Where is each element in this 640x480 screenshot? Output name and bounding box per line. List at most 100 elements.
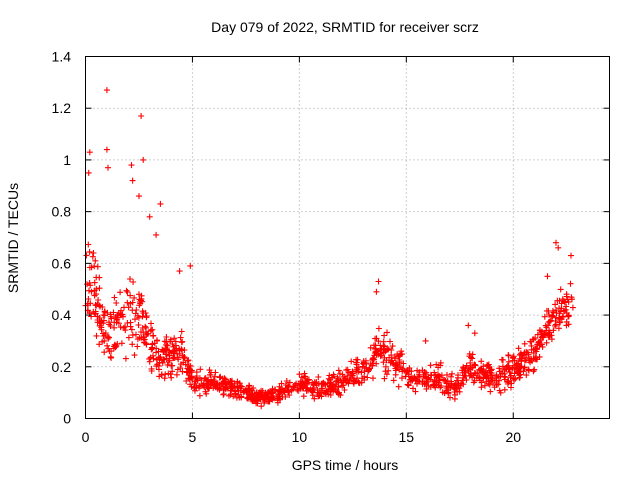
data-point [171,335,178,342]
data-point [528,342,535,349]
data-point [205,385,212,392]
data-point [123,287,130,294]
x-tick-label: 15 [399,429,415,445]
data-point [261,399,268,406]
data-point [515,368,521,375]
data-point [505,352,512,359]
data-point [225,378,232,385]
data-point [278,380,285,387]
data-point [156,359,163,366]
data-point [380,338,387,345]
data-point [113,300,120,306]
data-point [108,348,115,355]
data-point [463,362,470,369]
data-point [327,376,333,383]
data-point [167,338,174,345]
data-point [546,329,553,336]
data-point [94,263,101,270]
data-point [521,364,528,371]
data-point [212,384,219,391]
data-point [517,351,524,358]
data-point [565,313,572,320]
data-point [504,362,511,369]
data-point [335,367,342,374]
data-point [364,374,371,381]
data-point [169,362,176,369]
data-point [381,343,388,350]
data-point [353,359,360,366]
data-point [439,389,446,396]
data-point [244,394,251,401]
x-tick-label: 0 [82,429,90,445]
data-point [134,343,141,350]
data-point [222,385,229,392]
data-point [86,248,93,255]
data-point [163,341,170,348]
data-point [124,299,131,306]
data-point [181,355,188,362]
data-point [515,345,522,352]
data-point [216,386,223,393]
data-point [420,372,427,378]
y-axis-title: SRMTID / TECUs [5,183,21,293]
data-point [497,373,504,380]
data-point [561,299,568,306]
data-point [282,382,289,388]
data-point [132,316,138,323]
data-point [304,377,311,384]
data-point [543,339,550,346]
data-point [178,328,185,335]
y-tick-label: 0.4 [52,307,72,323]
plot-frame [85,56,610,419]
data-point [327,392,334,398]
data-point [397,351,404,358]
data-point [444,371,450,378]
data-point [275,387,282,394]
data-point [410,385,416,392]
data-point [506,369,513,376]
data-point [553,314,560,321]
data-point [133,331,139,338]
data-point [560,307,567,314]
data-point [459,367,466,374]
y-tick-label: 1.2 [52,100,72,116]
data-point [121,304,127,311]
data-point [311,395,318,402]
data-point [389,343,396,350]
data-point [132,310,139,317]
data-point [173,371,180,378]
y-tick-label: 0.6 [52,255,72,271]
data-point [313,379,320,386]
data-point [396,352,403,359]
data-point [372,346,379,353]
data-point [537,341,544,348]
data-point [309,388,316,395]
grid-lines [85,56,610,419]
data-point [318,381,325,388]
data-point [149,326,156,333]
data-point [377,350,384,357]
data-point [211,373,218,380]
x-tick-label: 10 [292,429,308,445]
data-point [471,330,478,337]
data-point [330,371,337,378]
data-point [431,378,438,385]
data-point [250,398,257,405]
y-tick-label: 1 [63,152,71,168]
data-point [90,250,97,256]
data-point [503,365,510,372]
data-point [180,359,187,366]
data-point [219,380,226,387]
data-point [423,385,430,392]
data-point [487,388,494,395]
data-point [234,379,241,386]
data-point [465,322,472,329]
y-tick-label: 1.4 [52,49,72,65]
data-point [138,295,145,302]
data-point [478,379,485,386]
data-point [89,253,96,260]
data-point [567,280,574,287]
y-tick-label: 0.8 [52,204,72,220]
data-point [118,340,125,347]
